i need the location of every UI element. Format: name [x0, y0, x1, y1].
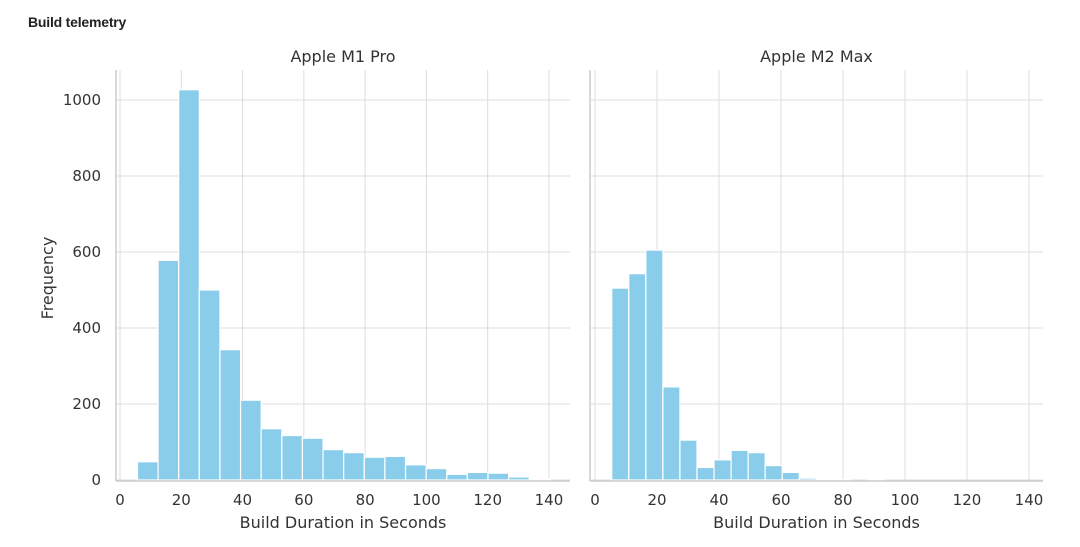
- panel-title: Apple M1 Pro: [290, 47, 395, 66]
- histogram-bar: [322, 449, 345, 481]
- histogram-bar: [446, 473, 468, 481]
- histogram-bar: [679, 439, 698, 481]
- x-tick-label: 60: [294, 491, 313, 509]
- x-tick-label: 0: [115, 491, 125, 509]
- histogram-bar: [645, 249, 664, 481]
- histogram-bar: [747, 452, 766, 481]
- histogram-bar: [425, 468, 448, 481]
- histogram-bar: [696, 466, 715, 481]
- x-tick-label: 100: [412, 491, 441, 509]
- histogram-bar: [611, 287, 630, 481]
- histogram-bar: [260, 428, 283, 481]
- histogram-bar: [157, 259, 180, 481]
- y-tick-label: 600: [72, 243, 101, 261]
- histogram-bar: [198, 289, 221, 481]
- histogram-bar: [713, 459, 732, 481]
- x-axis-label: Build Duration in Seconds: [240, 513, 447, 532]
- histogram-bar: [404, 464, 427, 481]
- x-tick-label: 80: [833, 491, 852, 509]
- histogram-bar: [815, 478, 834, 481]
- histogram-bar: [662, 386, 681, 481]
- panel-2: 0 20 40 60 80 100 120 140 Apple M2 Max Build Dura…: [589, 47, 1044, 532]
- histogram-bar: [239, 399, 262, 481]
- x-tick-label: 120: [473, 491, 502, 509]
- panel-title: Apple M2 Max: [760, 47, 873, 66]
- histogram-bar: [730, 449, 749, 481]
- page-title: Build telemetry: [28, 14, 127, 30]
- histogram-bar: [466, 471, 489, 481]
- x-tick-label: 140: [535, 491, 564, 509]
- y-axis-label: Frequency: [38, 237, 57, 320]
- histogram-bar: [178, 89, 200, 481]
- histogram-bar: [363, 456, 386, 481]
- x-tick-label: 60: [771, 491, 790, 509]
- x-tick-label: 20: [172, 491, 191, 509]
- histogram-bar: [219, 349, 242, 481]
- panel-1: 0 20 40 60 80 100 120 140 Apple M1 Pro Build Dura…: [115, 47, 570, 532]
- histogram-bar: [508, 476, 530, 481]
- y-tick-label: 800: [72, 167, 101, 185]
- histogram-bar: [764, 464, 783, 481]
- y-tick-label: 400: [72, 319, 101, 337]
- x-tick-label: 40: [233, 491, 252, 509]
- x-tick-label: 20: [647, 491, 666, 509]
- histogram-bar: [281, 434, 304, 481]
- x-tick-label: 140: [1015, 491, 1044, 509]
- x-tick-label: 0: [590, 491, 600, 509]
- histogram-bar: [384, 455, 407, 481]
- histogram-bar: [798, 477, 817, 481]
- x-tick-label: 120: [953, 491, 982, 509]
- histogram-bar: [628, 273, 647, 481]
- histogram-bar: [301, 437, 324, 481]
- y-tick-label: 200: [72, 395, 101, 413]
- histogram-bar: [781, 471, 800, 481]
- histogram-bar: [487, 472, 510, 481]
- x-tick-label: 40: [709, 491, 728, 509]
- histogram-bar: [136, 461, 159, 481]
- y-tick-label: 1000: [63, 91, 101, 109]
- x-tick-label: 100: [891, 491, 920, 509]
- histogram-bar: [343, 452, 365, 481]
- histogram-bar: [528, 478, 551, 481]
- x-tick-label: 80: [356, 491, 375, 509]
- y-tick-label: 0: [91, 471, 101, 489]
- x-axis-label: Build Duration in Seconds: [713, 513, 920, 532]
